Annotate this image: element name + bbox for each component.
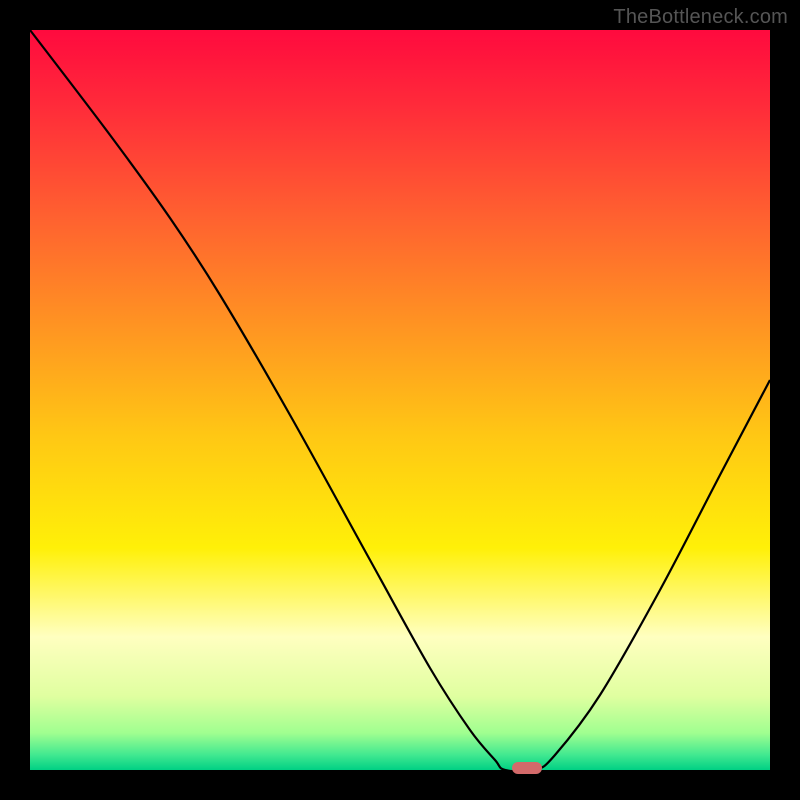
watermark-text: TheBottleneck.com [613, 6, 788, 29]
chart-plot-area [30, 30, 770, 770]
chart-container: { "watermark": { "text": "TheBottleneck.… [0, 0, 800, 800]
optimal-marker [512, 762, 542, 774]
bottleneck-chart [0, 0, 800, 800]
